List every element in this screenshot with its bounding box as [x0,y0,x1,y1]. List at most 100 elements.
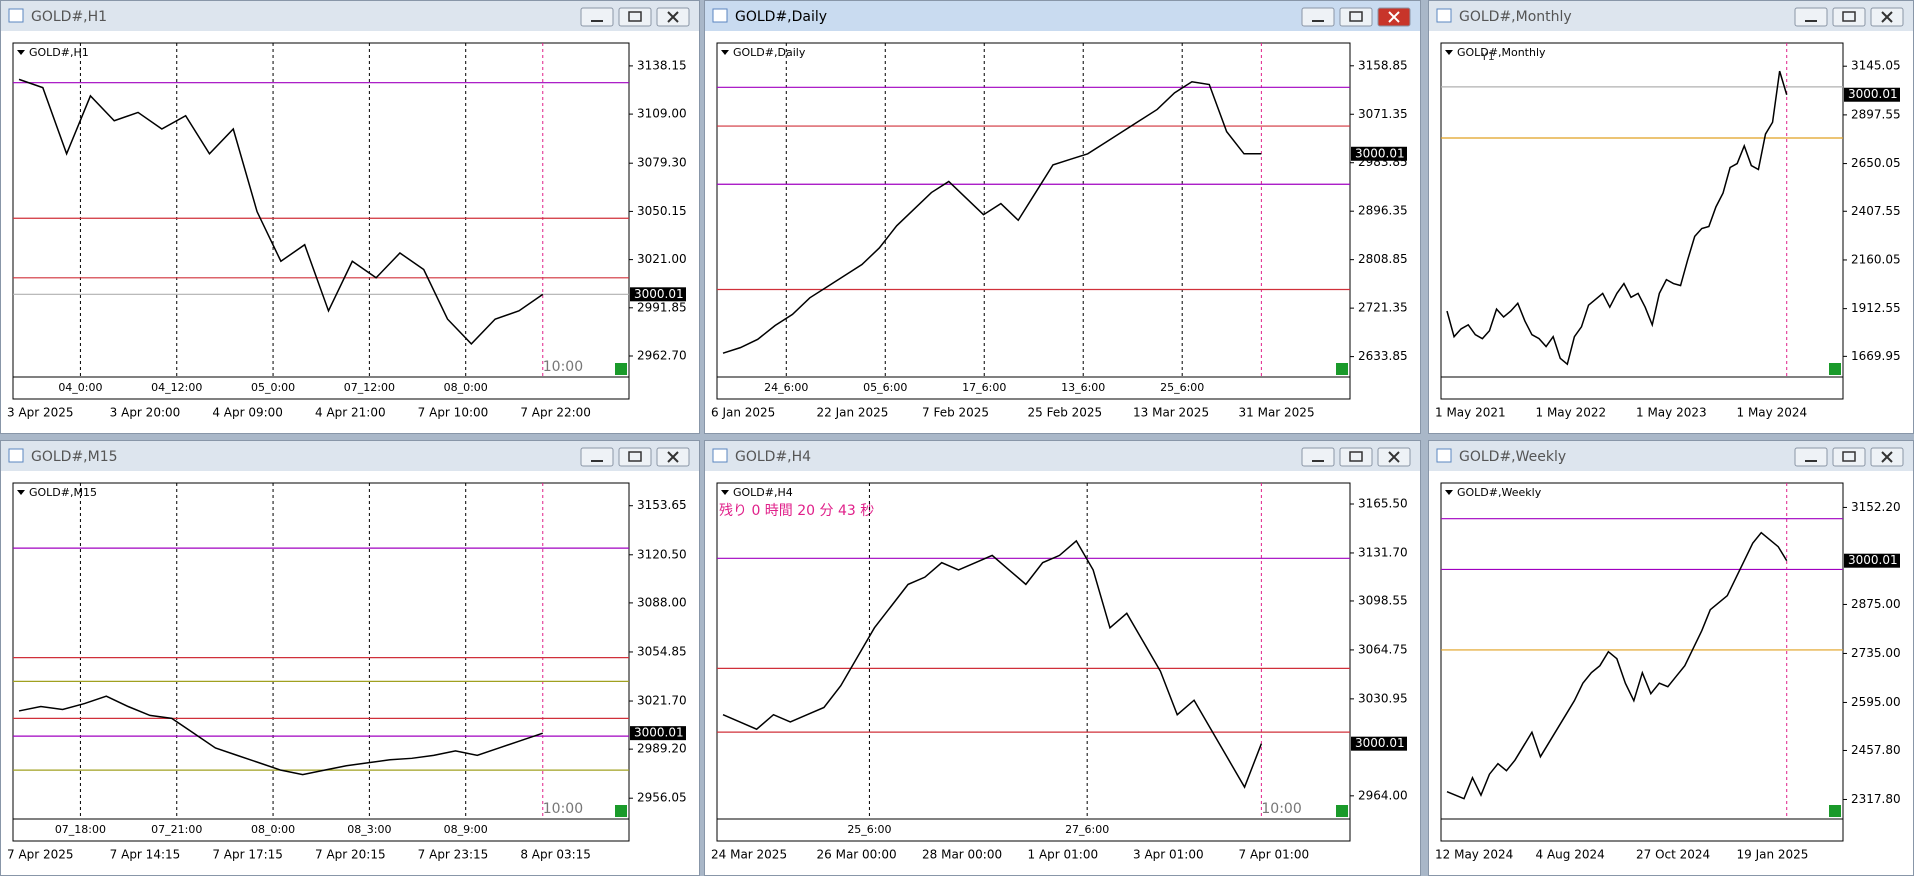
current-price-label: 3000.01 [634,726,684,740]
autoscroll-button[interactable] [1336,805,1348,817]
autoscroll-button[interactable] [615,363,627,375]
title-bar [705,441,1420,471]
x-tick-label: 7 Apr 2025 [7,848,74,862]
y-tick-label: 2991.85 [637,300,687,314]
autoscroll-button[interactable] [1829,805,1841,817]
symbol-arrow [1445,490,1453,495]
window-min-button[interactable] [1301,7,1335,27]
window-min-button[interactable] [1301,447,1335,467]
y-tick-label: 3138.15 [637,58,687,72]
y-tick-label: 2875.00 [1851,597,1901,611]
y-tick-label: 2808.85 [1358,252,1408,266]
x-tick-label: 1 Apr 01:00 [1028,848,1099,862]
icon [628,451,642,462]
y-tick-label: 3145.05 [1851,59,1901,73]
window-max-button[interactable] [1832,7,1866,27]
x-tick-label: 7 Apr 17:15 [212,848,283,862]
autoscroll-button[interactable] [615,805,627,817]
plot-frame [12,482,630,820]
x-tick-label: 7 Apr 14:15 [110,848,181,862]
separator-label: 25_6:00 [847,823,891,836]
window-max-button[interactable] [618,7,652,27]
window-max-button[interactable] [1339,447,1373,467]
symbol-label: GOLD#,H4 [733,486,793,499]
separator-label: 07_12:00 [344,381,395,394]
separator-label: 13_6:00 [1061,381,1105,394]
symbol-label: GOLD#,Weekly [1457,486,1542,499]
autoscroll-button[interactable] [1829,363,1841,375]
y-tick-label: 3030.95 [1358,691,1408,705]
annotation: Y1 [1480,50,1495,63]
x-tick-label: 7 Apr 23:15 [418,848,489,862]
y-tick-label: 3120.50 [637,547,687,561]
symbol-arrow [721,50,729,55]
window-max-button[interactable] [618,447,652,467]
y-tick-label: 3158.85 [1358,58,1408,72]
y-tick-label: 2896.35 [1358,204,1408,218]
y-tick-label: 3165.50 [1358,497,1408,511]
x-tick-label: 1 May 2023 [1636,406,1707,420]
price-line [1446,531,1788,800]
symbol-arrow [17,50,25,55]
time-axis-frame [12,818,630,842]
autoscroll-button[interactable] [1336,363,1348,375]
window-icon [712,8,728,23]
y-tick-label: 2317.80 [1851,792,1901,806]
y-tick-label: 3021.00 [637,252,687,266]
title-bar [705,1,1420,31]
separator-label: 05_0:00 [251,381,295,394]
window-min-button[interactable] [580,7,614,27]
separator-label: 05_6:00 [863,381,907,394]
x-tick-label: 28 Mar 00:00 [922,848,1002,862]
separator-label: 08_0:00 [251,823,295,836]
symbol-label: GOLD#,M15 [29,486,97,499]
y-tick-label: 3021.70 [637,694,687,708]
chart-window[interactable]: GOLD#,Daily GOLD#,Daily 2633.85 2721.35 2808… [704,0,1421,434]
icon [1842,11,1856,22]
current-price-label: 3000.01 [1848,553,1898,567]
symbol-arrow [721,490,729,495]
chart-window[interactable]: GOLD#,M15 GOLD#,M15 2956.05 2989.20 3021.70 3… [0,440,700,876]
icon [1388,11,1400,23]
y-tick-label: 2160.05 [1851,252,1901,266]
x-tick-label: 1 May 2021 [1435,406,1506,420]
separator-label: 07_21:00 [151,823,202,836]
countdown: 残り 0 時間 20 分 43 秒 [719,503,874,519]
x-tick-label: 7 Apr 10:00 [418,406,489,420]
x-tick-label: 25 Feb 2025 [1028,406,1103,420]
current-price-box [630,287,686,302]
window-max-button[interactable] [1339,7,1373,27]
symbol-label: GOLD#,Monthly [1457,46,1546,59]
window-title: GOLD#,Monthly [1459,9,1572,25]
y-tick-label: 3064.75 [1358,642,1408,656]
time-axis-frame [1440,376,1844,400]
window-max-button[interactable] [1832,447,1866,467]
plot-frame [716,482,1351,820]
current-price-box [1351,146,1407,161]
x-tick-label: 26 Mar 00:00 [817,848,897,862]
chart-window[interactable]: GOLD#,H4 GOLD#,H4 残り 0 時間 20 分 43 秒 2964.00… [704,440,1421,876]
window-icon [8,8,24,23]
window-title: GOLD#,Weekly [1459,449,1566,465]
window-svg: GOLD#,Weekly GOLD#,Weekly 2317.80 2457.80 25… [1429,441,1913,875]
x-tick-label: 1 May 2024 [1737,406,1808,420]
separator-label: 08_0:00 [444,381,488,394]
chart-window[interactable]: GOLD#,Weekly GOLD#,Weekly 2317.80 2457.80 25… [1428,440,1914,876]
window-min-button[interactable] [1794,7,1828,27]
window-svg: GOLD#,Daily GOLD#,Daily 2633.85 2721.35 2808… [705,1,1420,433]
chart-window[interactable]: GOLD#,H1 GOLD#,H1 2962.70 2991.85 3021.00 305… [0,0,700,434]
chart-window[interactable]: GOLD#,Monthly GOLD#,Monthly Y1 1669.95 1912.… [1428,0,1914,434]
separator-label: 08_3:00 [347,823,391,836]
icon [667,11,679,23]
y-tick-label: 2964.00 [1358,788,1408,802]
y-tick-label: 3050.15 [637,204,687,218]
separator-label: 25_6:00 [1160,381,1204,394]
y-tick-label: 3098.55 [1358,593,1408,607]
x-tick-label: 24 Mar 2025 [711,848,787,862]
x-tick-label: 12 May 2024 [1435,848,1513,862]
window-min-button[interactable] [1794,447,1828,467]
x-tick-label: 4 Apr 09:00 [212,406,283,420]
time-axis-frame [716,818,1351,842]
y-tick-label: 2989.20 [637,742,687,756]
window-min-button[interactable] [580,447,614,467]
